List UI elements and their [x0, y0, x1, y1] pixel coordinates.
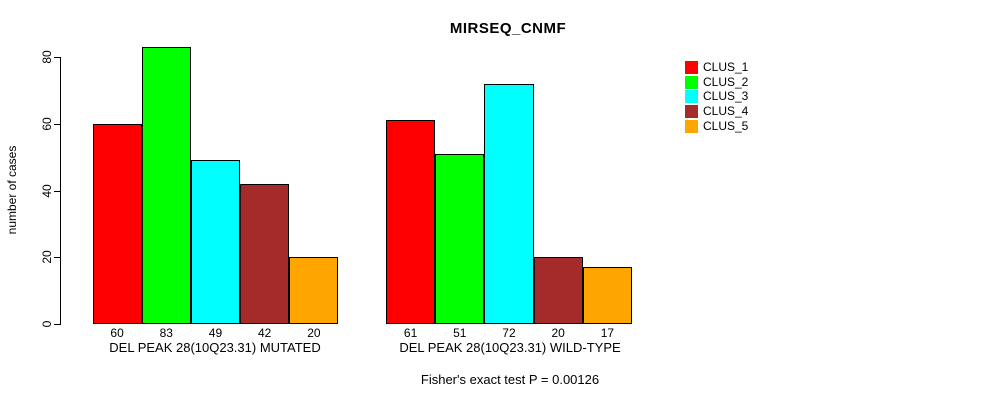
bar-clus_3-group2: [484, 83, 534, 324]
bar-clus_2-group2: [435, 153, 485, 324]
legend: CLUS_1 CLUS_2 CLUS_3 CLUS_4 CLUS_5: [685, 61, 748, 134]
y-axis-tick: [54, 324, 60, 325]
y-axis-tick-label: 20: [40, 250, 54, 264]
legend-label: CLUS_4: [703, 104, 749, 119]
bar-value-label: 60: [110, 326, 124, 340]
y-axis-title: number of cases: [5, 145, 19, 235]
bar-value-label: 51: [453, 326, 467, 340]
y-axis-tick: [54, 190, 60, 192]
bar-value-label: 72: [502, 326, 516, 340]
bar-clus_4-group2: [533, 257, 583, 324]
chart-title: MIRSEQ_CNMF: [449, 20, 567, 37]
legend-item: CLUS_4: [685, 104, 749, 119]
legend-item: CLUS_1: [685, 61, 748, 74]
bar-value-label: 20: [551, 326, 565, 340]
y-axis-tick-label: 60: [40, 117, 54, 131]
legend-swatch-icon: [685, 61, 698, 74]
bar-clus_3-group1: [190, 160, 241, 324]
bar-clus_4-group1: [240, 183, 290, 324]
y-axis-tick: [54, 257, 60, 259]
y-axis-tick-label: 80: [40, 50, 54, 64]
bar-value-label: 42: [258, 326, 272, 340]
bar-clus_2-group1: [141, 46, 191, 324]
bar-value-label: 83: [159, 326, 173, 340]
legend-item: CLUS_3: [685, 89, 749, 104]
x-group-label-mutated: DEL PEAK 28(10Q23.31) MUTATED: [109, 340, 321, 355]
bar-value-label: 20: [307, 326, 321, 340]
y-axis-line: [60, 57, 61, 325]
legend-swatch-icon: [685, 105, 698, 119]
bar-clus_1-group1: [92, 123, 142, 324]
bar-clus_5-group1: [289, 257, 339, 324]
legend-label: CLUS_1: [703, 60, 749, 74]
bar-value-label: 61: [403, 326, 418, 340]
fisher-test-caption: Fisher's exact test P = 0.00126: [420, 372, 600, 387]
x-group-label-wildtype: DEL PEAK 28(10Q23.31) WILD-TYPE: [399, 340, 621, 355]
legend-swatch-icon: [685, 75, 698, 89]
legend-label: CLUS_3: [703, 89, 749, 104]
legend-item: CLUS_5: [685, 118, 749, 133]
y-axis-tick-label: 40: [40, 183, 54, 198]
y-axis-tick-label: 0: [40, 320, 54, 328]
y-axis-tick: [54, 123, 60, 125]
legend-swatch-icon: [685, 90, 698, 104]
bar-clus_5-group2: [582, 267, 632, 324]
legend-swatch-icon: [685, 119, 698, 133]
bar-clus_1-group2: [386, 120, 436, 324]
bar-value-label: 17: [600, 326, 615, 340]
legend-label: CLUS_5: [703, 118, 749, 133]
legend-label: CLUS_2: [703, 74, 749, 89]
y-axis-tick: [54, 57, 60, 58]
legend-item: CLUS_2: [685, 74, 749, 89]
bar-value-label: 49: [208, 326, 223, 340]
